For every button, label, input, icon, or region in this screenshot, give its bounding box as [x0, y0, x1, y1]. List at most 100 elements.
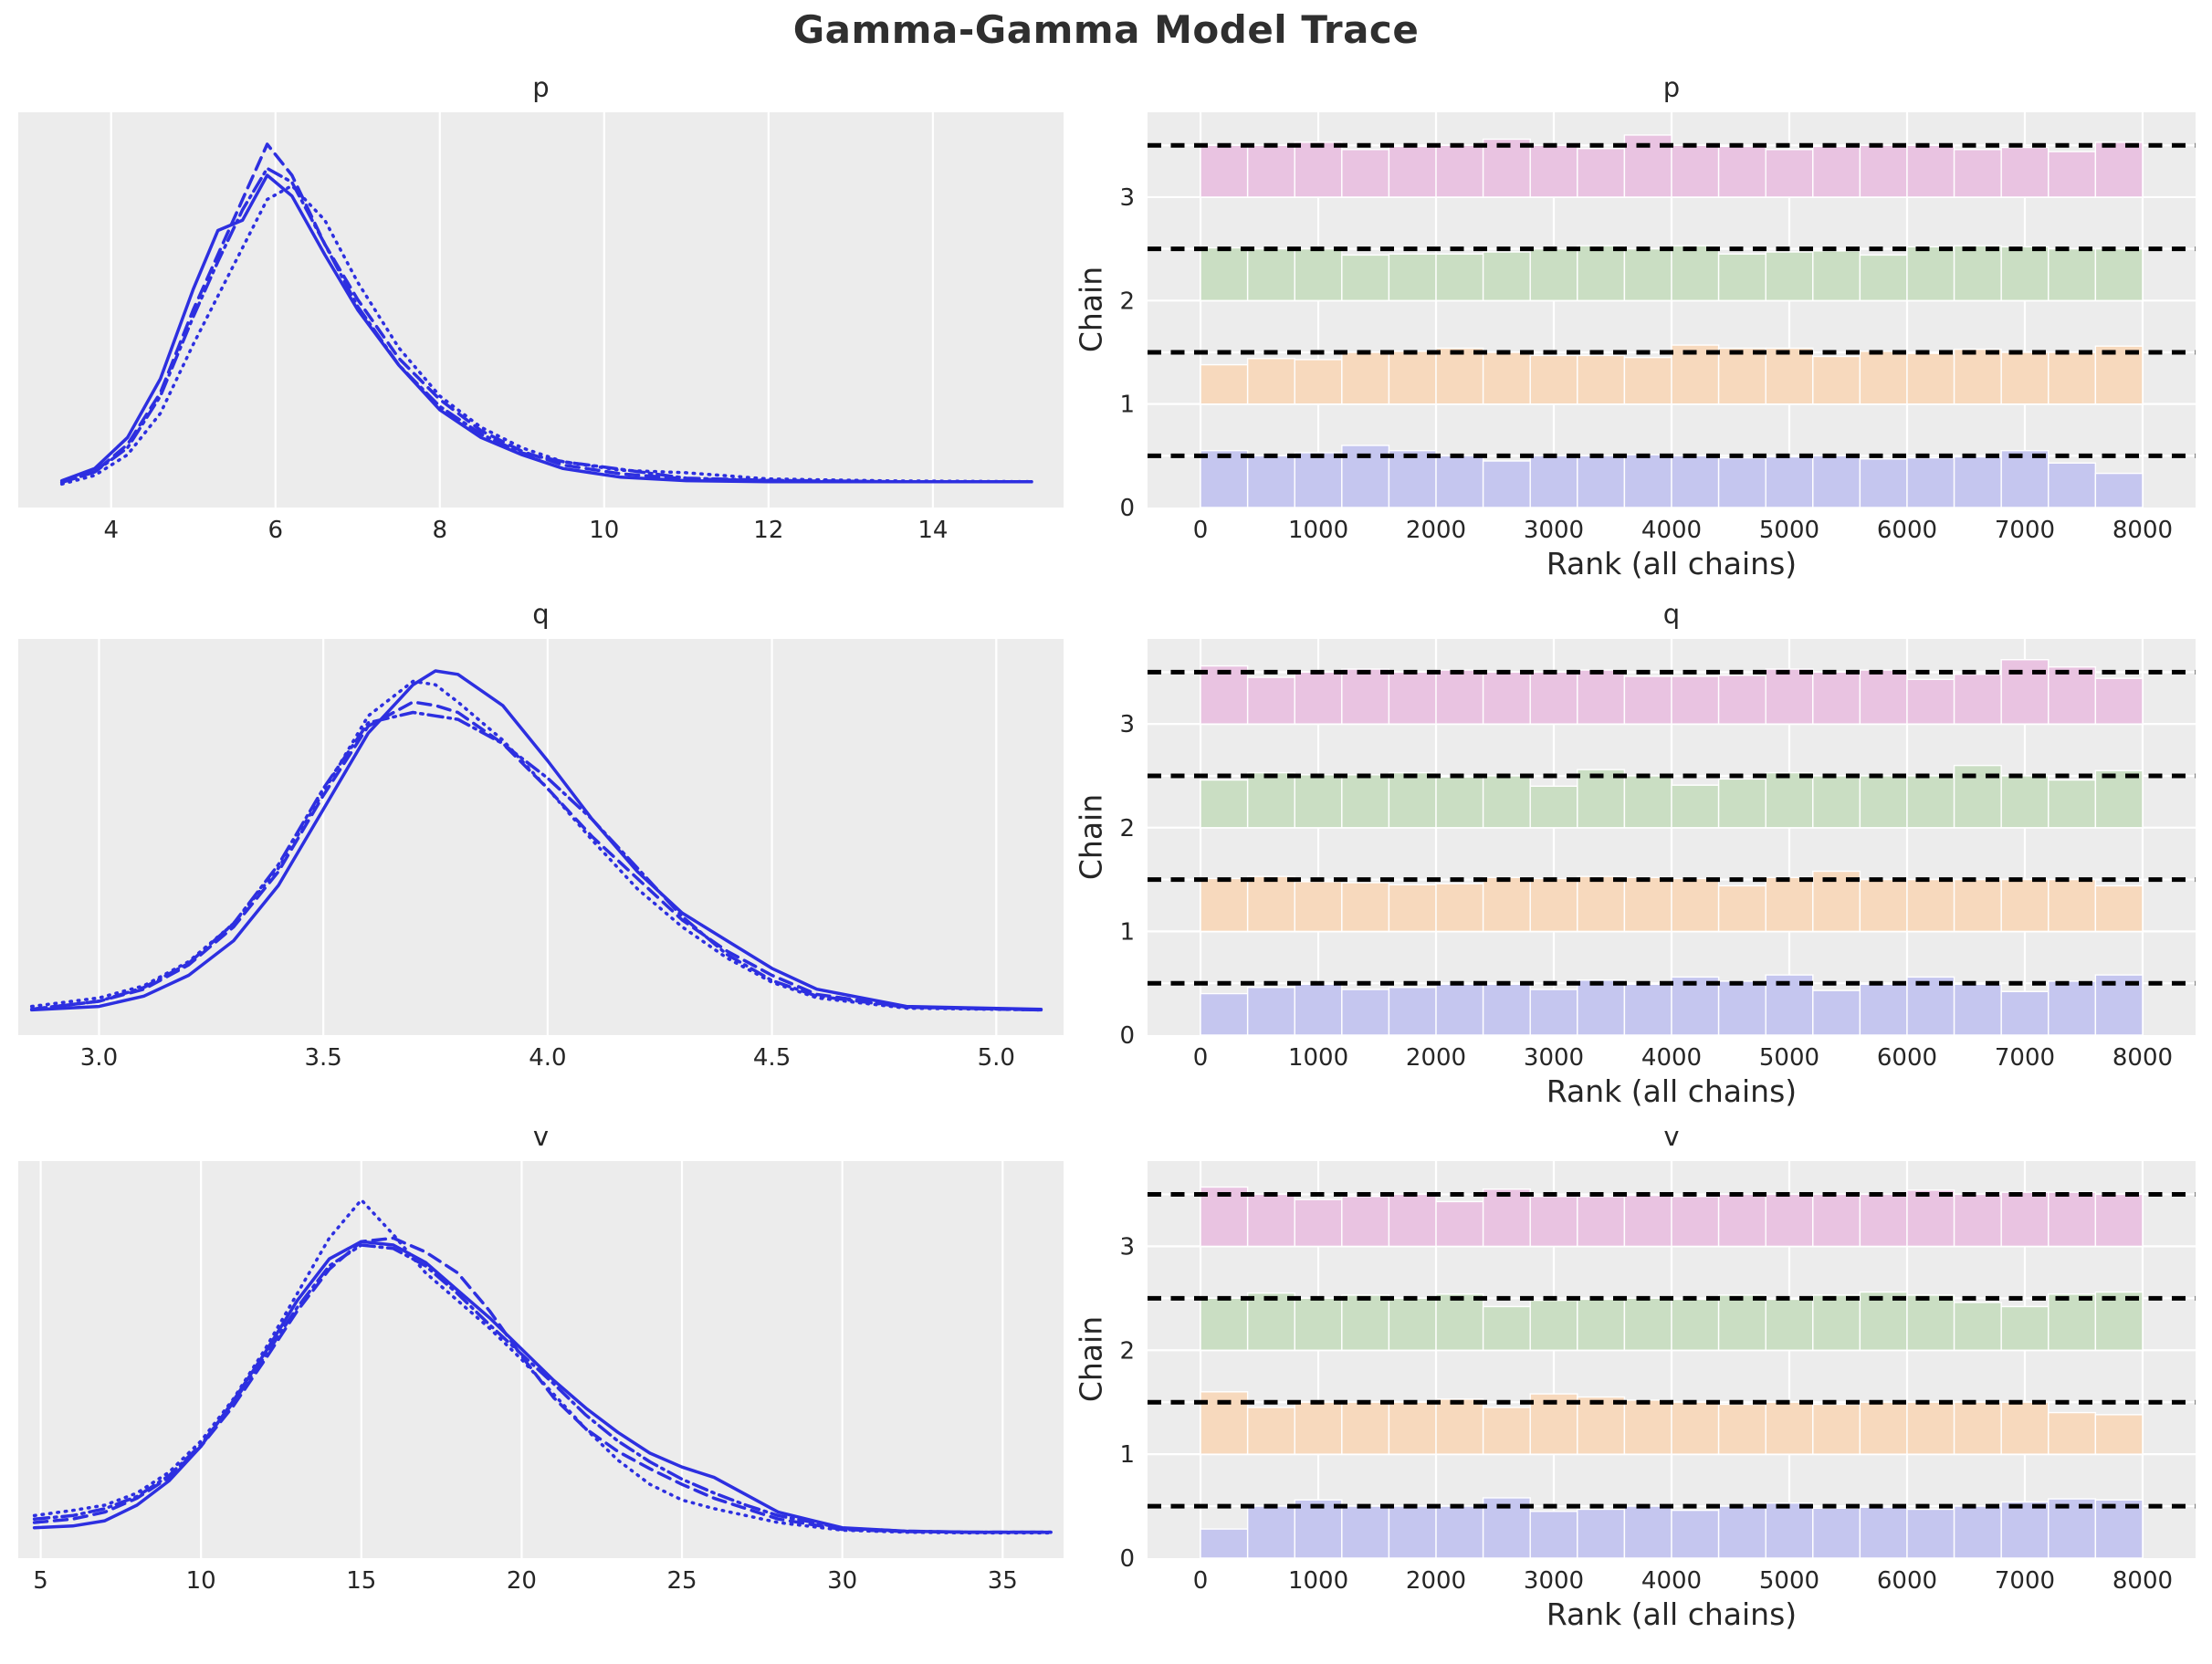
- rank-bar: [1246, 455, 1295, 508]
- rank-bar: [1388, 771, 1437, 829]
- rank-bar: [1859, 775, 1908, 829]
- rank-bar: [1435, 144, 1484, 198]
- rank-bar: [1671, 455, 1720, 508]
- rank-canvas-q: 0 1 2 3 0 1000 2000 3000 4000 5000 6000 7000 8000: [1119, 639, 2196, 1072]
- rank-bar: [1529, 785, 1578, 829]
- rank-bar: [2094, 1291, 2144, 1351]
- rank-bar: [2094, 677, 2144, 725]
- x-tick-labels: 0 1000 2000 3000 4000 5000 6000 7000 8000: [1193, 517, 2173, 544]
- x-tick-label: 5000: [1759, 1044, 1819, 1072]
- rank-bar: [1341, 668, 1390, 725]
- rank-bar: [1812, 1403, 1861, 1455]
- x-tick-label: 5000: [1759, 517, 1819, 544]
- rank-bar: [1671, 1196, 1720, 1248]
- x-tick-label: 3.0: [80, 1044, 118, 1072]
- rank-bar: [1765, 1298, 1814, 1351]
- rank-plot-q: q 0 1 2 3 0 1000 2000 3000 4000 5000 6000 7000 8000 …: [1074, 599, 2196, 1109]
- kde-curve-chain-0: [32, 1240, 1053, 1534]
- rank-bar: [2000, 351, 2050, 405]
- rank-bar: [1435, 347, 1484, 405]
- rank-bar: [2094, 1193, 2144, 1248]
- rank-bars-chain-2: [1200, 1291, 2144, 1351]
- x-tick-labels: 0 1000 2000 3000 4000 5000 6000 7000 8000: [1193, 1044, 2173, 1072]
- x-tick-label: 6: [267, 517, 283, 544]
- rank-bar: [1246, 144, 1295, 198]
- rank-bar: [2048, 151, 2097, 198]
- rank-bar: [1906, 1401, 1955, 1455]
- rank-bar: [1529, 671, 1578, 725]
- rank-bar: [1765, 149, 1814, 198]
- rank-bar: [1906, 878, 1955, 933]
- rank-bar: [1577, 769, 1626, 829]
- rank-bar: [1859, 1291, 1908, 1351]
- rank-bar: [2048, 779, 2097, 829]
- x-tick-label: 4.5: [753, 1044, 791, 1072]
- rank-bar: [2048, 1293, 2097, 1351]
- rank-bar: [1671, 1298, 1720, 1351]
- rank-bar: [1341, 1196, 1390, 1248]
- rank-bar: [1577, 245, 1626, 301]
- rank-bar: [1246, 1292, 1295, 1351]
- rank-bar: [1200, 992, 1249, 1036]
- x-tick-labels: 3.0 3.5 4.0 4.5 5.0: [80, 1044, 1015, 1072]
- rank-bar: [1200, 144, 1249, 198]
- rank-bar: [1765, 251, 1814, 301]
- rank-bar: [2048, 1191, 2097, 1248]
- rank-bar: [1200, 246, 1249, 301]
- rank-bar: [1953, 673, 2002, 725]
- x-tick-label: 3.5: [304, 1044, 341, 1072]
- rank-bar: [1671, 1509, 1720, 1559]
- rank-bar: [1859, 458, 1908, 508]
- kde-curve-chain-1: [32, 1198, 1053, 1535]
- rank-bar: [1294, 141, 1343, 198]
- kde-curve-chain-2: [32, 1236, 1053, 1534]
- rank-bars-chain-3: [1200, 1186, 2144, 1248]
- rank-bar: [1388, 987, 1437, 1036]
- rank-bar: [1294, 1297, 1343, 1351]
- rank-bar: [1341, 1294, 1390, 1351]
- rank-bar: [1294, 247, 1343, 301]
- rank-bar: [1812, 145, 1861, 198]
- rank-bar: [1953, 1401, 2002, 1455]
- rank-bar: [2094, 884, 2144, 933]
- rank-bar: [1671, 877, 1720, 933]
- rank-bar: [1294, 881, 1343, 933]
- rank-bar: [2000, 246, 2050, 301]
- rank-bar: [1577, 1298, 1626, 1351]
- kde-curve-chain-3: [59, 166, 1033, 485]
- rank-bars-chain-0: [1200, 1497, 2144, 1559]
- rank-bar: [1717, 456, 1766, 508]
- rank-bar: [1623, 775, 1672, 829]
- rank-bar: [1388, 449, 1437, 508]
- rank-bar: [1812, 1193, 1861, 1248]
- rank-bar: [1953, 878, 2002, 933]
- rank-bar: [1671, 144, 1720, 198]
- kde-curves: [29, 669, 1043, 1012]
- rank-bar: [1953, 983, 2002, 1036]
- rank-bar: [1294, 452, 1343, 508]
- rank-bar: [1717, 347, 1766, 405]
- rank-bar: [1246, 987, 1295, 1036]
- rank-bar: [1623, 1194, 1672, 1248]
- rank-bar: [1859, 144, 1908, 198]
- x-tick-label: 2000: [1406, 1567, 1466, 1595]
- rank-plot-p-ylabel: Chain: [1073, 266, 1109, 353]
- rank-bar: [1294, 359, 1343, 405]
- kde-plot-q: q 3.0 3.5 4.0 4.5 5.0: [18, 599, 1064, 1072]
- rank-bar: [1529, 354, 1578, 405]
- kde-plot-q-title: q: [532, 599, 550, 630]
- kde-canvas-p: 4 6 8 10 12 14: [59, 112, 1033, 544]
- rank-plot-v-xlabel: Rank (all chains): [1546, 1596, 1798, 1632]
- kde-curve-chain-1: [59, 183, 1033, 487]
- rank-bar: [2000, 878, 2050, 933]
- rank-bar: [1388, 351, 1437, 405]
- rank-bar: [1200, 363, 1249, 405]
- x-tick-label: 8000: [2112, 517, 2173, 544]
- rank-bar: [2094, 1414, 2144, 1455]
- rank-bar: [1953, 1505, 2002, 1559]
- y-tick-label: 1: [1119, 1441, 1135, 1469]
- kde-plot-p: p 4 6 8 10 12 14: [18, 72, 1064, 544]
- rank-bar: [1765, 668, 1814, 725]
- rank-bar: [1765, 771, 1814, 829]
- rank-bar: [1812, 250, 1861, 301]
